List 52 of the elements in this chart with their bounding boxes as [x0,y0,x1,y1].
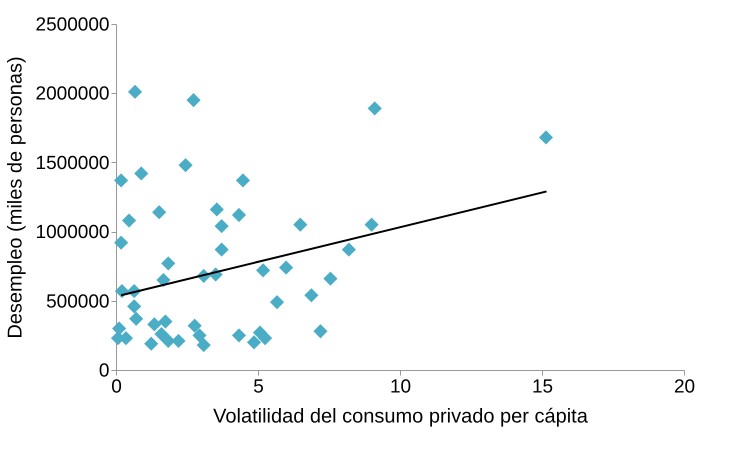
point [258,331,272,346]
point [342,242,356,257]
point [214,242,229,257]
point [192,328,207,342]
point [171,334,186,348]
point [236,173,250,188]
point [210,202,224,217]
point [152,205,166,220]
y-axis-title: Desempleo (miles de personas) [4,56,27,339]
point [156,272,170,288]
x-tick-label: 15 [532,376,554,398]
point [178,158,193,172]
point [232,208,246,222]
point [368,101,382,116]
point [256,263,270,278]
point [134,166,148,181]
point [246,335,262,350]
point [538,130,554,145]
point [232,328,246,342]
point [114,173,128,188]
x-axis-title: Volatilidad del consumo privado per cápita [213,406,589,428]
point [293,218,308,232]
y-tick-label: 2000000 [36,84,110,105]
point [186,93,201,108]
point [323,272,338,286]
point [364,218,379,232]
point [128,84,142,99]
point [188,318,202,333]
x-tick-label: 5 [253,376,264,398]
x-tick-label: 10 [390,376,412,398]
point [112,321,126,336]
point [196,338,211,352]
y-tick-label: 0 [98,360,110,382]
point [279,260,294,275]
x-tick-label: 20 [674,376,696,398]
point [122,213,136,228]
point [147,317,162,332]
point [313,324,328,338]
point [270,295,284,310]
point [144,336,158,351]
point [304,288,318,302]
point [158,314,172,329]
point [161,256,176,271]
point [154,326,169,342]
y-tick-label: 1000000 [36,222,110,244]
y-tick-label: 1500000 [36,152,110,174]
y-tick-label: 2500000 [36,14,110,36]
point [129,312,144,326]
y-tick-label: 500000 [46,291,110,312]
point [214,218,229,234]
point [127,299,142,314]
point [114,236,128,250]
